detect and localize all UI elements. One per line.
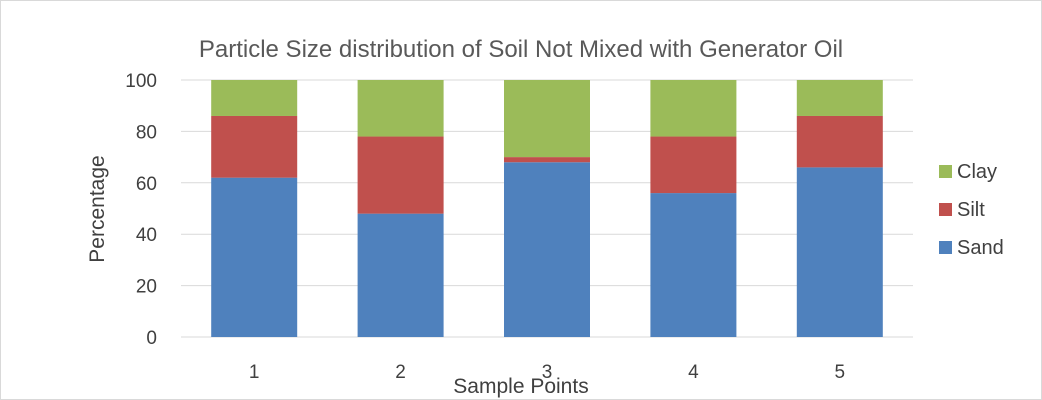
y-tick-label: 20 — [136, 277, 157, 298]
x-axis-ticks: 1 2 3 4 5 — [249, 362, 845, 383]
bar-clay-2 — [357, 80, 444, 137]
y-tick-label: 80 — [136, 122, 157, 143]
x-tick-label: 2 — [395, 362, 406, 383]
bar-sand-3 — [504, 162, 590, 337]
x-tick-label: 4 — [688, 362, 699, 383]
y-axis-ticks: 0 20 40 60 80 100 — [125, 71, 157, 349]
bar-silt-5 — [796, 115, 883, 168]
bar-sand-5 — [796, 167, 883, 337]
bar-sand-1 — [211, 177, 298, 337]
bar-silt-3 — [504, 157, 590, 163]
chart-title: Particle Size distribution of Soil Not M… — [199, 36, 843, 63]
legend: Clay Silt Sand — [939, 161, 1004, 259]
bar-sand-2 — [357, 213, 444, 337]
y-tick-label: 100 — [125, 71, 157, 92]
legend-swatch-silt — [939, 203, 952, 216]
bars — [211, 80, 883, 337]
bar-clay-3 — [504, 80, 590, 158]
bar-sand-4 — [650, 193, 737, 337]
x-tick-label: 3 — [542, 362, 553, 383]
x-axis-title: Sample Points — [453, 375, 588, 398]
bar-clay-4 — [650, 80, 737, 137]
bar-clay-5 — [796, 80, 883, 116]
bar-silt-2 — [357, 136, 444, 214]
y-tick-label: 60 — [136, 174, 157, 195]
bar-clay-1 — [211, 80, 298, 116]
legend-label-clay: Clay — [957, 161, 997, 183]
x-tick-label: 1 — [249, 362, 260, 383]
legend-label-silt: Silt — [957, 199, 985, 221]
bar-silt-4 — [650, 136, 737, 194]
y-tick-label: 40 — [136, 225, 157, 246]
y-tick-label: 0 — [146, 328, 157, 349]
legend-label-sand: Sand — [957, 237, 1004, 259]
legend-swatch-sand — [939, 241, 952, 254]
bar-silt-1 — [211, 115, 298, 178]
legend-swatch-clay — [939, 165, 952, 178]
y-axis-title: Percentage — [86, 155, 109, 262]
x-tick-label: 5 — [835, 362, 846, 383]
